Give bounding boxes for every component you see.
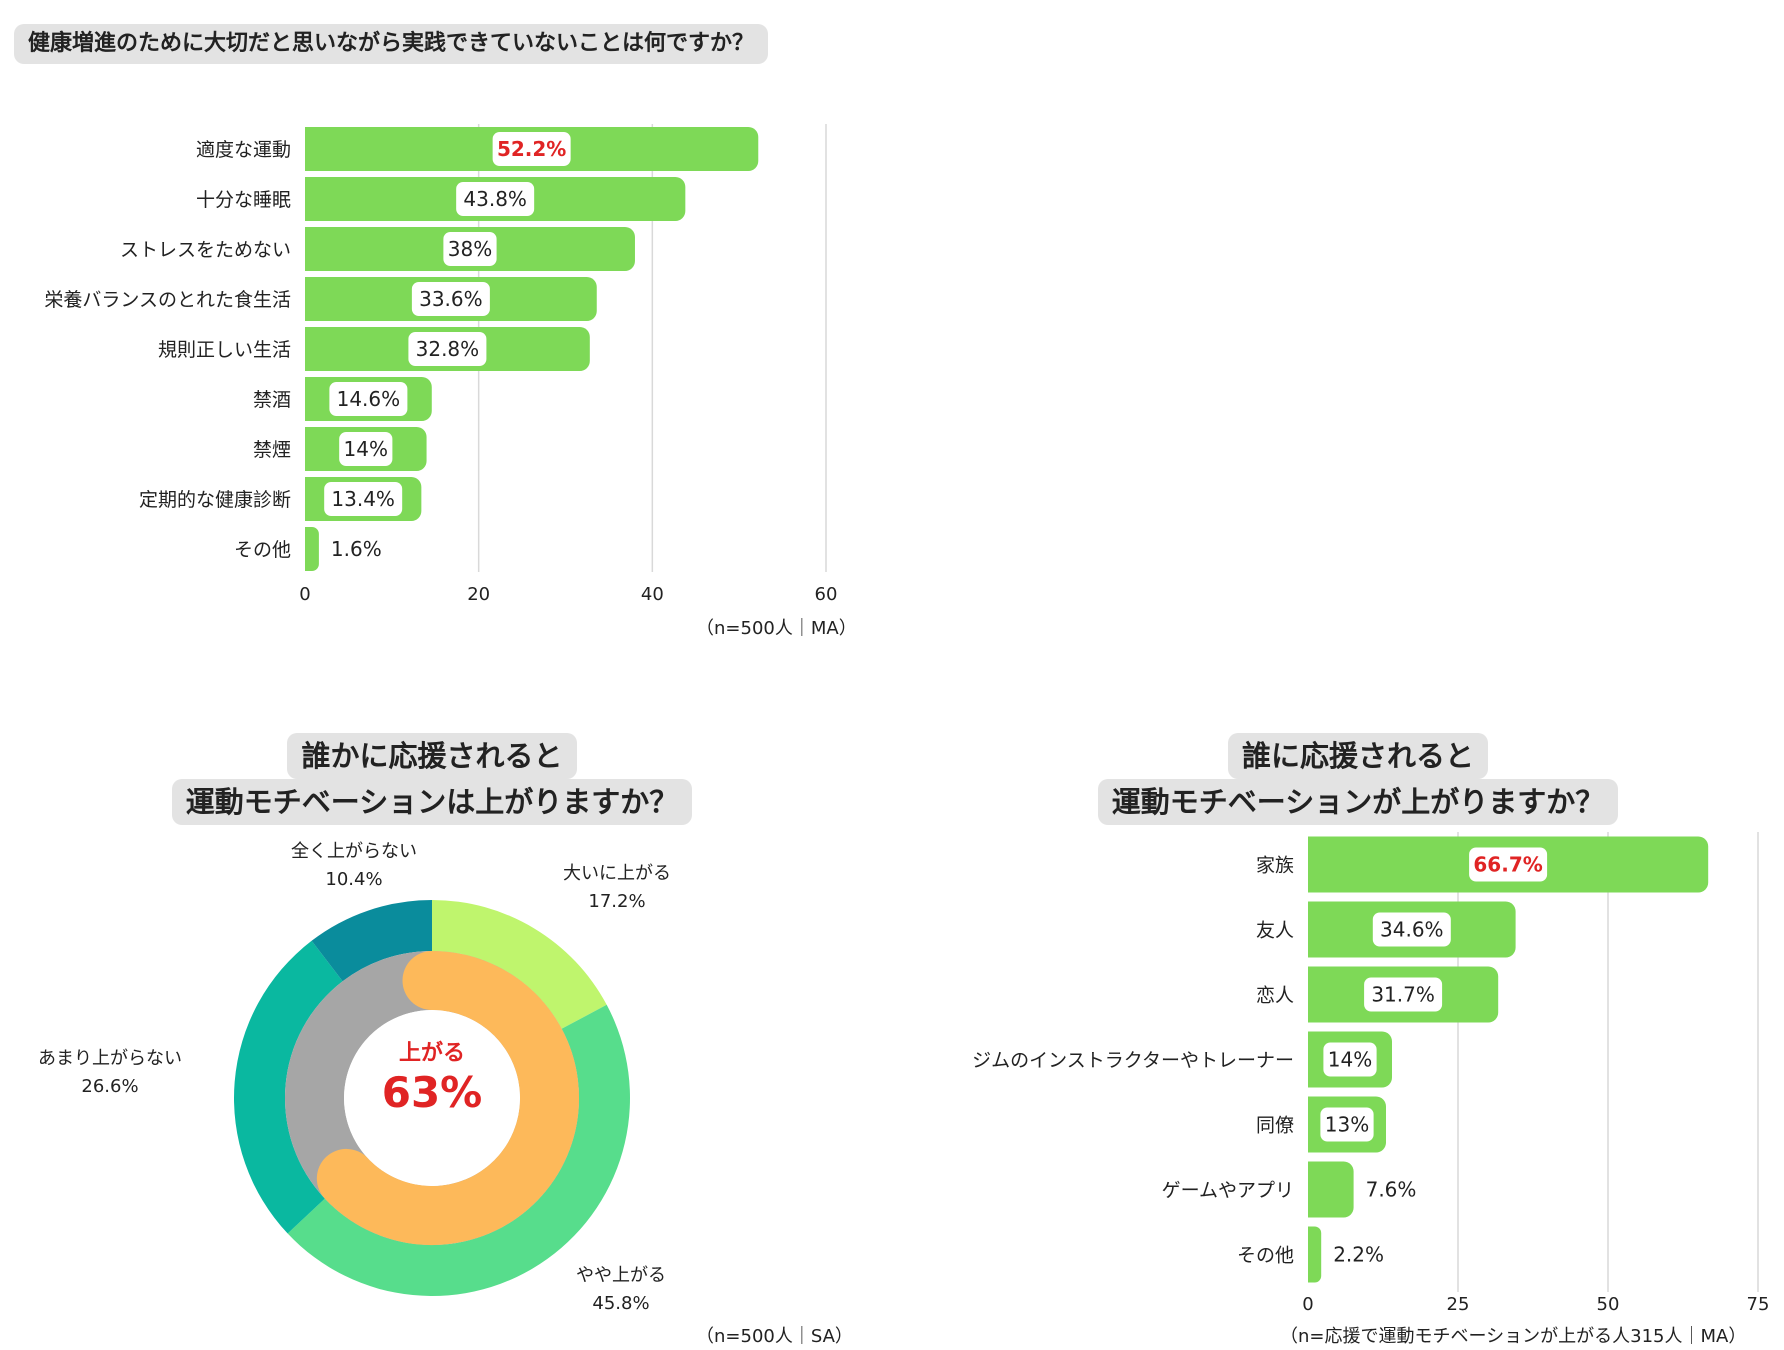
value-label: 38% (448, 237, 492, 261)
donut-label-great-value: 17.2% (588, 891, 646, 912)
category-label: 定期的な健康診断 (139, 489, 291, 511)
chart1-bar-chart: 0 20 40 60 適度な運動 52.2% 十分な睡眠 43.8% ストレスをためない 38% 栄… (44, 124, 838, 605)
donut-center: 上がる 63% (382, 1040, 483, 1118)
chart3-note: （n=応援で運動モチベーションが上がる人315人｜MA） (1280, 1326, 1747, 1347)
donut-slice-great (432, 900, 607, 1029)
category-label: 禁煙 (253, 439, 291, 461)
value-label-box (411, 282, 490, 316)
category-label: ストレスをためない (120, 239, 291, 261)
value-label-box (1323, 1042, 1377, 1077)
donut-label-somewhat-value: 45.8% (592, 1293, 650, 1314)
value-label-box (324, 482, 403, 516)
chart3-bar-chart: 0 25 50 75 家族 66.7% 友人 34.6% 恋人 31.7% ジムのインストラクターや… (972, 832, 1770, 1315)
chart2-donut-chart (234, 900, 630, 1296)
donut-label-not-much-value: 26.6% (81, 1076, 139, 1097)
donut-slice-not-at-all (311, 900, 432, 982)
value-label-box (329, 382, 408, 416)
donut-label-not-at-all-value: 10.4% (325, 869, 383, 890)
donut-slice-somewhat (287, 1004, 630, 1296)
chart1-title: 健康増進のために大切だと思いながら実践できていないことは何ですか？ (14, 24, 769, 64)
inner-ring-up (316, 951, 579, 1245)
x-tick-label: 75 (1747, 1294, 1770, 1315)
value-label: 66.7% (1473, 853, 1542, 877)
value-label: 2.2% (1333, 1243, 1384, 1267)
category-label: 十分な睡眠 (196, 189, 291, 211)
donut-label-not-at-all-name: 全く上がらない (291, 841, 417, 862)
bar (305, 527, 319, 571)
value-label-box (1469, 847, 1548, 882)
x-tick-label: 25 (1447, 1294, 1470, 1315)
value-label: 14% (344, 437, 388, 461)
value-label-box (492, 132, 571, 166)
chart3-title: 誰に応援されると 運動モチベーションが上がりますか？ (1056, 733, 1660, 825)
donut-label-great-name: 大いに上がる (563, 863, 671, 884)
x-tick-label: 40 (641, 584, 664, 605)
chart3-title-line1: 誰に応援されると (1227, 733, 1488, 779)
donut-label-not-much: あまり上がらない 26.6% (38, 1045, 182, 1101)
category-label: その他 (1237, 1245, 1294, 1267)
value-label-box (1320, 1107, 1374, 1142)
inner-ring-up-start (432, 951, 434, 1010)
value-label-box (443, 232, 497, 266)
category-label: 規則正しい生活 (158, 339, 291, 361)
donut-label-not-at-all: 全く上がらない 10.4% (291, 838, 417, 894)
donut-label-great: 大いに上がる 17.2% (563, 860, 671, 916)
value-label: 52.2% (497, 137, 566, 161)
value-label: 43.8% (463, 187, 527, 211)
bar (1308, 1161, 1354, 1218)
value-label-box (456, 182, 535, 216)
category-label: 友人 (1256, 920, 1294, 942)
chart1-note: （n=500人｜MA） (696, 618, 857, 639)
x-tick-label: 50 (1597, 1294, 1620, 1315)
value-label: 32.8% (416, 337, 480, 361)
chart3-title-line2: 運動モチベーションが上がりますか？ (1097, 779, 1619, 825)
donut-label-not-much-name: あまり上がらない (38, 1048, 182, 1069)
donut-label-somewhat-name: やや上がる (576, 1265, 666, 1286)
donut-center-value: 63% (381, 1068, 483, 1117)
value-label: 33.6% (419, 287, 483, 311)
category-label: 栄養バランスのとれた食生活 (44, 289, 291, 311)
donut-hole (344, 1010, 520, 1186)
bar (1308, 1226, 1322, 1283)
donut-center-label: 上がる (398, 1041, 465, 1066)
chart2-note: （n=500人｜SA） (696, 1326, 853, 1347)
category-label: その他 (234, 539, 291, 561)
value-label-box (408, 332, 487, 366)
category-label: ゲームやアプリ (1162, 1180, 1294, 1202)
category-label: 恋人 (1256, 985, 1294, 1007)
category-label: 適度な運動 (196, 139, 291, 161)
chart2-title-line2: 運動モチベーションは上がりますか？ (171, 779, 693, 825)
value-label: 7.6% (1366, 1178, 1417, 1202)
category-label: 禁酒 (253, 389, 291, 411)
value-label-box (339, 432, 393, 466)
x-tick-label: 0 (299, 584, 310, 605)
chart2-title-line1: 誰かに応援されると (287, 733, 577, 779)
value-label: 14% (1328, 1048, 1372, 1072)
value-label: 34.6% (1380, 918, 1444, 942)
value-label-box (1364, 977, 1443, 1012)
value-label-box (1372, 912, 1451, 947)
donut-slice-not-much (234, 940, 343, 1234)
category-label: ジムのインストラクターやトレーナー (972, 1050, 1294, 1072)
chart2-title: 誰かに応援されると 運動モチベーションは上がりますか？ (130, 733, 734, 825)
value-label: 1.6% (331, 537, 382, 561)
x-tick-label: 0 (1302, 1294, 1313, 1315)
x-tick-label: 20 (467, 584, 490, 605)
donut-label-somewhat: やや上がる 45.8% (576, 1262, 666, 1318)
value-label: 31.7% (1371, 983, 1435, 1007)
value-label: 13.4% (331, 487, 395, 511)
value-label: 13% (1325, 1113, 1369, 1137)
category-label: 同僚 (1256, 1115, 1294, 1137)
value-label: 14.6% (337, 387, 401, 411)
category-label: 家族 (1256, 855, 1294, 877)
x-tick-label: 60 (815, 584, 838, 605)
